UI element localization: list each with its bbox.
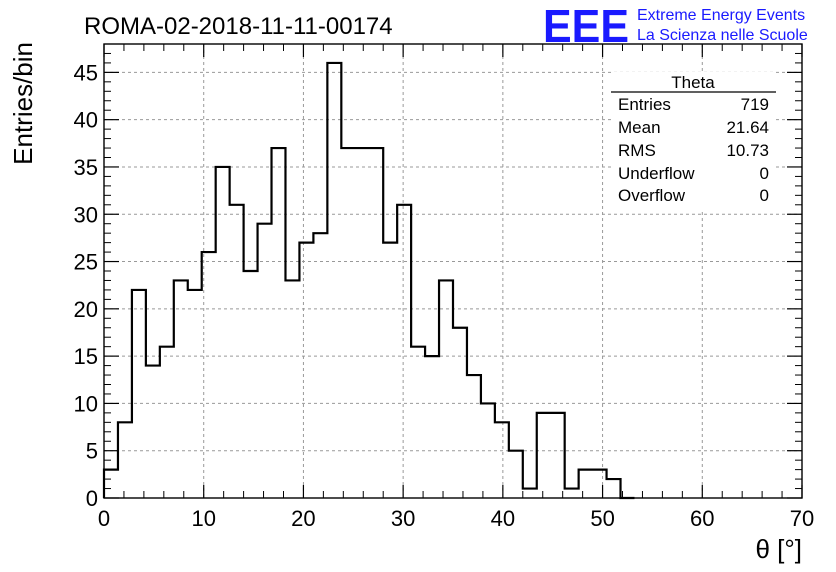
project-name-line2: La Scienza nelle Scuole	[637, 27, 808, 44]
histogram-bin	[425, 356, 439, 498]
axes: 0 10 20 30 40 50 60 70 0 5 10 15 20 25 30 35 40 45	[74, 43, 814, 531]
x-tick-label: 60	[690, 506, 714, 531]
histogram-bin	[313, 233, 327, 498]
histogram-bin	[579, 470, 593, 498]
x-tick-label: 70	[790, 506, 814, 531]
stats-label-rms: RMS	[618, 141, 656, 160]
y-tick-label: 10	[74, 391, 98, 416]
x-tick-label: 40	[491, 506, 515, 531]
histogram-bin	[495, 422, 509, 498]
histogram-bin	[355, 148, 369, 498]
stats-box: Theta Entries 719 Mean 21.64 RMS 10.73 U…	[611, 72, 776, 210]
x-axis-label: θ [°]	[755, 534, 802, 564]
stats-value-entries: 719	[741, 95, 769, 114]
histogram-bin	[202, 252, 216, 498]
stats-value-underflow: 0	[760, 164, 769, 183]
histogram-bin	[523, 489, 537, 498]
histogram-bin	[551, 413, 565, 498]
histogram-bin	[285, 280, 299, 498]
histogram-bin	[230, 205, 244, 498]
x-tick-label: 50	[590, 506, 614, 531]
histogram-bin	[244, 271, 258, 498]
y-tick-label: 5	[86, 439, 98, 464]
histogram-bin	[327, 63, 341, 498]
histogram-bin	[132, 290, 146, 498]
x-tick-label: 10	[191, 506, 215, 531]
histogram-bin	[509, 451, 523, 498]
y-tick-label: 15	[74, 344, 98, 369]
histogram-bin	[439, 280, 453, 498]
x-tick-label: 20	[291, 506, 315, 531]
y-tick-label: 30	[74, 202, 98, 227]
histogram-bin	[565, 489, 579, 498]
histogram-bin	[369, 148, 383, 498]
y-tick-label: 0	[86, 486, 98, 511]
histogram-bin	[299, 243, 313, 498]
stats-box-background	[611, 72, 776, 210]
stats-value-mean: 21.64	[726, 118, 769, 137]
stats-value-rms: 10.73	[726, 141, 769, 160]
histogram-bin	[383, 243, 397, 498]
histogram-bin	[593, 470, 607, 498]
stats-label-underflow: Underflow	[618, 164, 695, 183]
histogram-bin	[537, 413, 551, 498]
stats-label-mean: Mean	[618, 118, 661, 137]
y-tick-label: 45	[74, 60, 98, 85]
histogram-bin	[481, 403, 495, 498]
y-axis-label: Entries/bin	[8, 42, 38, 165]
histogram-bin	[174, 280, 188, 498]
histogram-outline	[102, 61, 635, 500]
histogram-bin	[397, 205, 411, 498]
histogram-bin	[160, 347, 174, 498]
stats-label-overflow: Overflow	[618, 186, 686, 205]
histogram-bin	[216, 167, 230, 498]
stats-value-overflow: 0	[760, 186, 769, 205]
histogram-bin	[188, 290, 202, 498]
histogram-bin	[272, 148, 286, 498]
histogram-bin	[607, 479, 621, 498]
y-tick-label: 20	[74, 297, 98, 322]
histogram-bin	[118, 422, 132, 498]
project-name-line1: Extreme Energy Events	[637, 7, 805, 24]
x-tick-label: 30	[391, 506, 415, 531]
histogram-bin	[146, 366, 160, 498]
histogram-bin	[341, 148, 355, 498]
y-tick-label: 40	[74, 108, 98, 133]
stats-label-entries: Entries	[618, 95, 671, 114]
run-title: ROMA-02-2018-11-11-00174	[84, 13, 393, 40]
histogram-bin	[411, 347, 425, 498]
histogram-bin	[258, 224, 272, 498]
histogram-bin	[453, 328, 467, 498]
x-tick-label: 0	[98, 506, 110, 531]
y-tick-label: 25	[74, 250, 98, 275]
histogram-bin	[467, 375, 481, 498]
histogram-series	[102, 61, 635, 500]
histogram-bin	[104, 470, 118, 498]
stats-box-title: Theta	[671, 73, 715, 92]
y-tick-label: 35	[74, 155, 98, 180]
